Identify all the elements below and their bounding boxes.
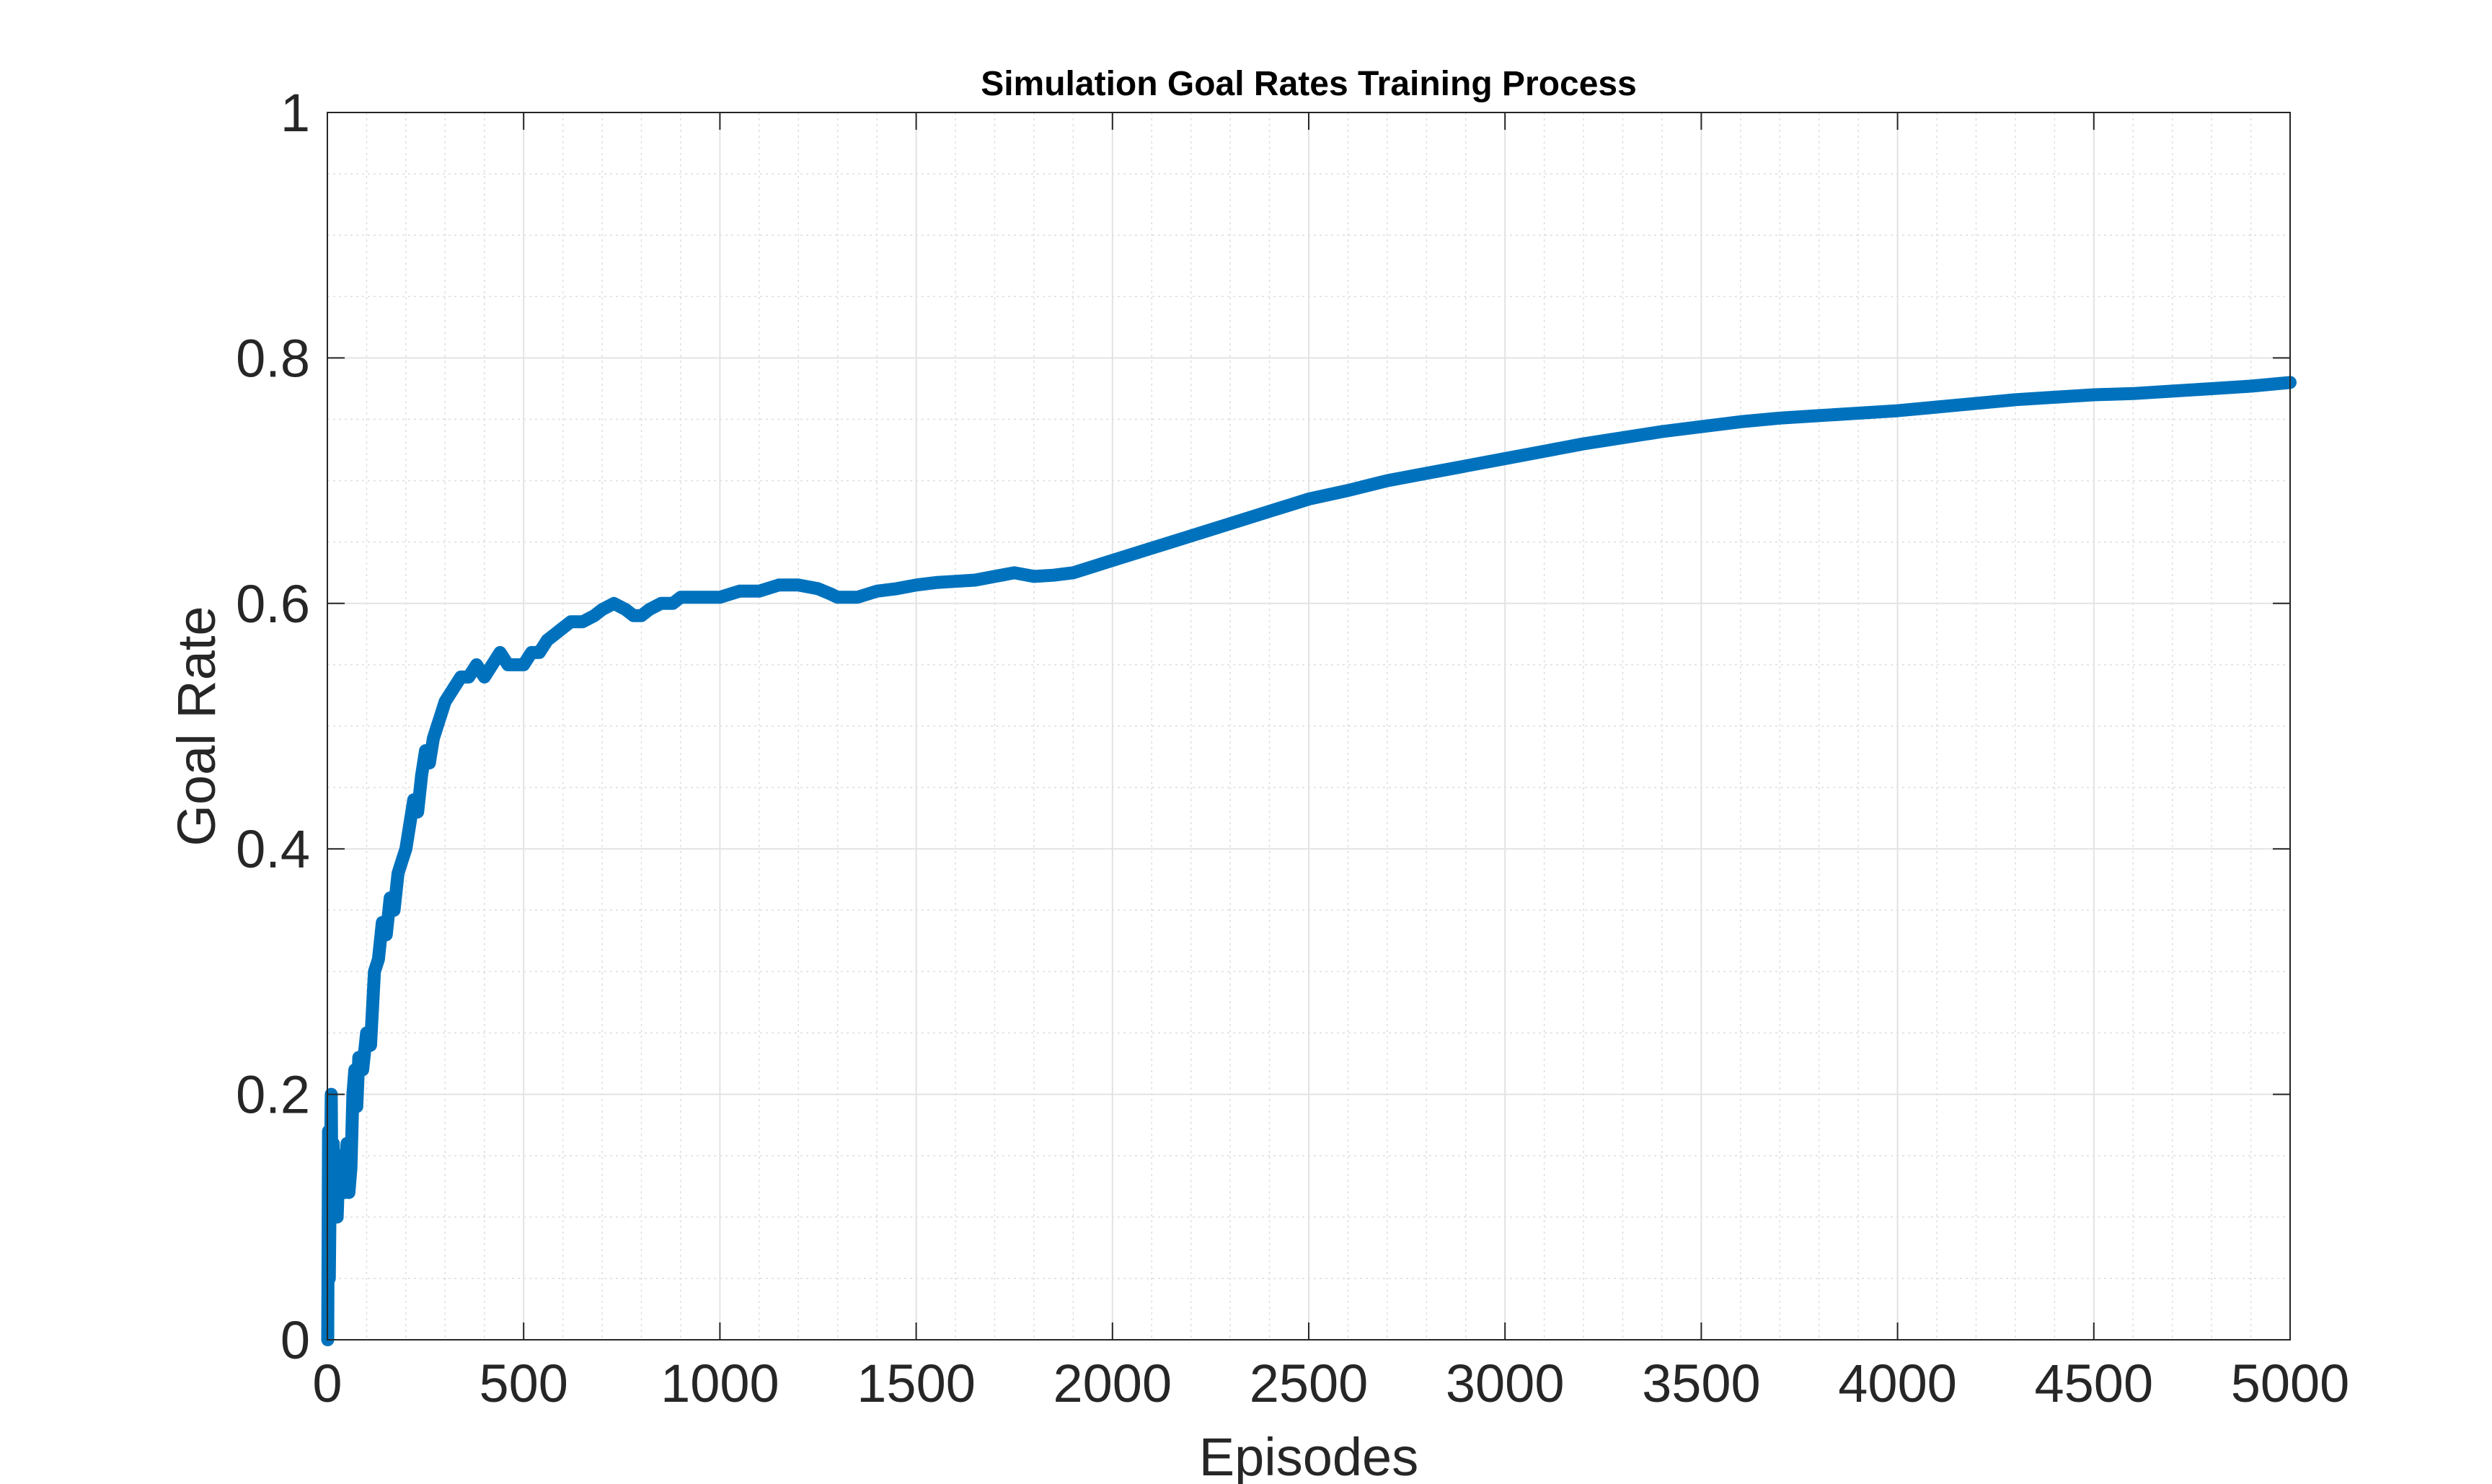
x-tick-labels: 0 500 1000 1500 2000 2500 3000 3500 4000 4500 5000 xyxy=(312,1353,2349,1413)
chart-title: Simulation Goal Rates Training Process xyxy=(981,65,1637,103)
y-tick-label: 0.6 xyxy=(236,574,310,634)
y-tick-label: 0 xyxy=(280,1310,310,1370)
x-tick-label: 3500 xyxy=(1642,1353,1761,1413)
tick-marks xyxy=(327,112,2291,1341)
y-tick-label: 0.2 xyxy=(236,1065,310,1125)
x-tick-label: 1000 xyxy=(660,1353,779,1413)
y-axis-label: Goal Rate xyxy=(167,606,226,846)
x-tick-label: 1500 xyxy=(857,1353,976,1413)
y-tick-labels: 0 0.2 0.4 0.6 0.8 1 xyxy=(236,83,310,1370)
y-tick-label: 1 xyxy=(280,83,310,143)
y-tick-label: 0.8 xyxy=(236,328,310,388)
series-layer xyxy=(321,376,2297,1346)
x-tick-label: 2500 xyxy=(1250,1353,1369,1413)
x-axis-label: Episodes xyxy=(1199,1427,1418,1484)
x-tick-label: 2000 xyxy=(1053,1353,1172,1413)
x-tick-label: 5000 xyxy=(2231,1353,2350,1413)
plot-area: 0 500 1000 1500 2000 2500 3000 3500 4000 4500 5000… xyxy=(236,83,2349,1413)
x-tick-label: 0 xyxy=(312,1353,342,1413)
y-tick-label: 0.4 xyxy=(236,819,310,879)
x-tick-label: 500 xyxy=(479,1353,567,1413)
x-tick-label: 4500 xyxy=(2034,1353,2153,1413)
goal-rate-series-line xyxy=(321,376,2297,1346)
x-tick-label: 3000 xyxy=(1446,1353,1565,1413)
x-tick-label: 4000 xyxy=(1838,1353,1957,1413)
